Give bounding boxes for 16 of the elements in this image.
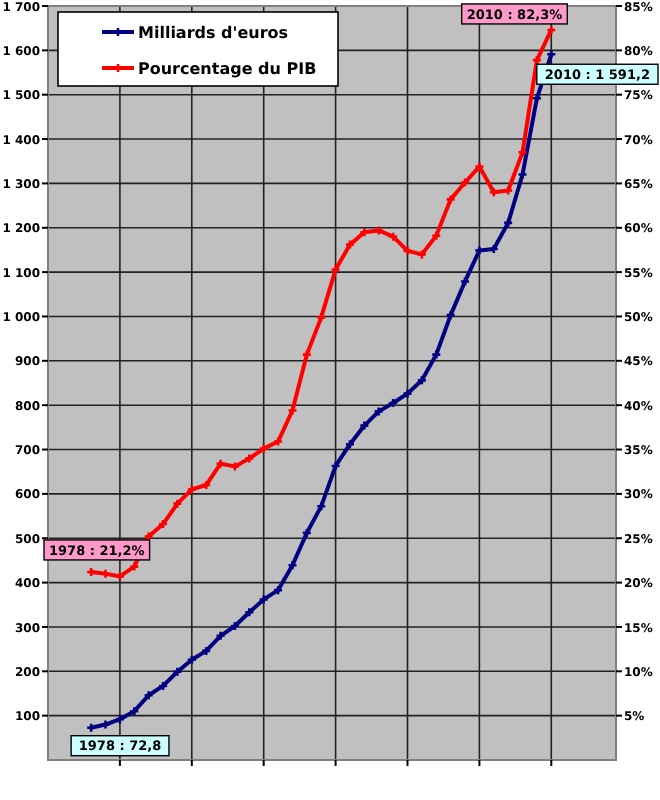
point (287, 405, 298, 416)
point (402, 388, 413, 399)
legend-label: Pourcentage du PIB (138, 60, 317, 78)
point (100, 719, 111, 730)
point (474, 161, 485, 172)
point (445, 194, 456, 205)
legend-label: Milliards d'euros (138, 24, 289, 42)
point (517, 169, 528, 180)
point (258, 443, 269, 454)
point (172, 498, 183, 509)
point (330, 264, 341, 275)
point (244, 453, 255, 464)
point (244, 607, 255, 618)
point (258, 594, 269, 605)
point (517, 147, 528, 158)
point (359, 420, 370, 431)
